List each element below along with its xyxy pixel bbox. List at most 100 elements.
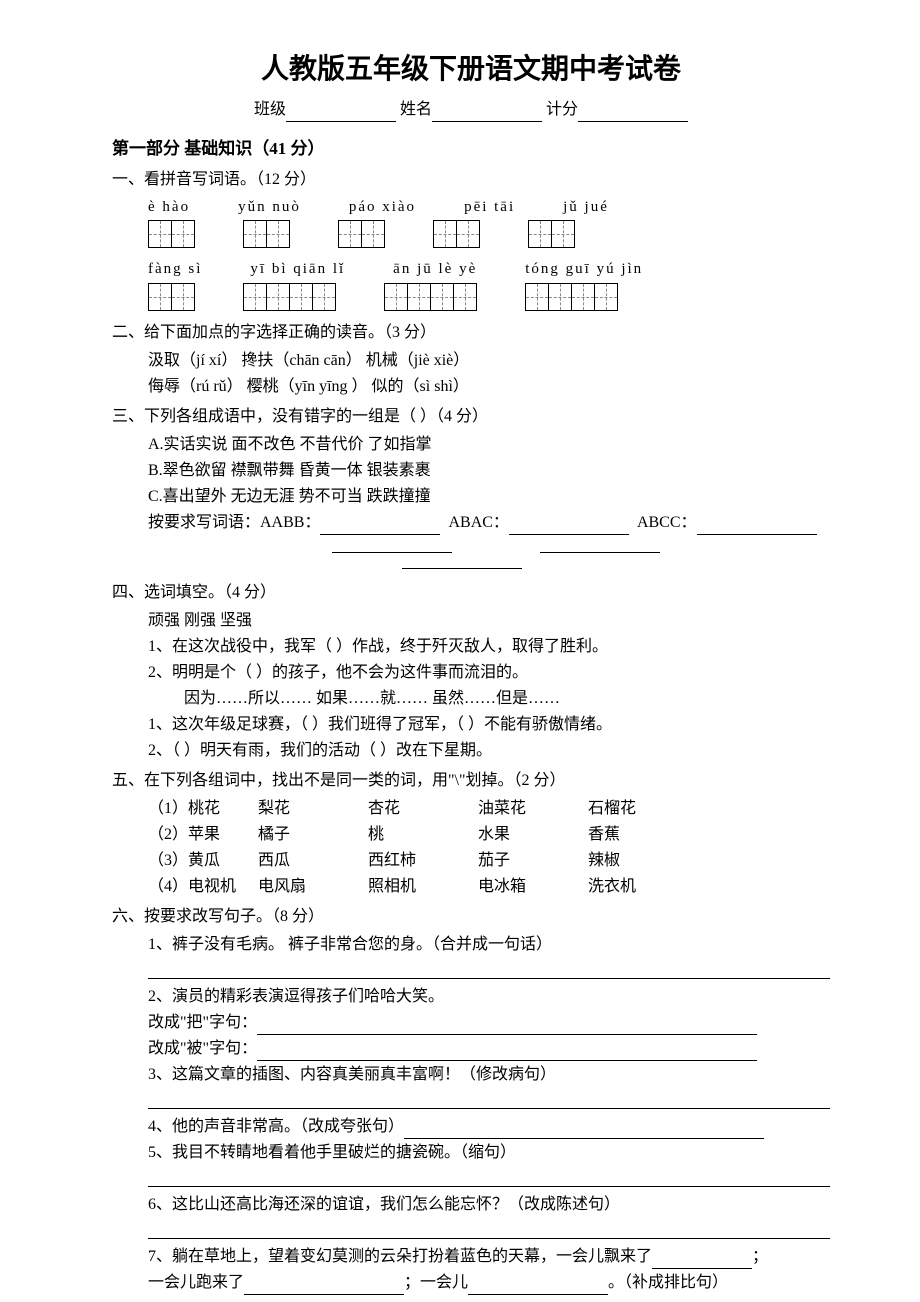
char-box[interactable] xyxy=(528,220,552,248)
char-box[interactable] xyxy=(171,283,195,311)
char-box[interactable] xyxy=(289,283,313,311)
char-box-group[interactable] xyxy=(243,220,290,248)
q2-line: 侮辱（rú rǔ） 樱桃（yīn yīng ） 似的（sì shì） xyxy=(148,375,830,399)
char-box[interactable] xyxy=(266,220,290,248)
char-box[interactable] xyxy=(148,283,172,311)
q5-cell: （3）黄瓜 xyxy=(148,849,258,873)
q5-cell: 油菜花 xyxy=(478,797,588,821)
answer-blank[interactable] xyxy=(257,1045,757,1061)
char-box[interactable] xyxy=(361,220,385,248)
char-box-group[interactable] xyxy=(433,220,480,248)
q4-line: 1、这次年级足球赛，（ ）我们班得了冠军，（ ）不能有骄傲情绪。 xyxy=(148,713,830,737)
char-box[interactable] xyxy=(453,283,477,311)
q5-row: （1）桃花梨花杏花油菜花石榴花 xyxy=(148,797,830,821)
answer-blank[interactable] xyxy=(468,1279,608,1295)
q5-row: （2）苹果橘子桃水果香蕉 xyxy=(148,823,830,847)
q1-pinyin-row1: è hào yǔn nuò páo xiào pēi tāi jǔ jué xyxy=(148,196,830,219)
char-box[interactable] xyxy=(171,220,195,248)
q3-heading: 三、下列各组成语中，没有错字的一组是（ ）（4 分） xyxy=(112,405,830,429)
pinyin: jǔ jué xyxy=(563,196,609,219)
q3-prompt: ABCC： xyxy=(637,514,697,531)
char-box-group[interactable] xyxy=(384,283,477,311)
q2-line: 汲取（jí xí） 搀扶（chān cān） 机械（jiè xiè） xyxy=(148,349,830,373)
q3-option: A.实话实说 面不改色 不昔代价 了如指掌 xyxy=(148,433,830,457)
name-label: 姓名 xyxy=(400,101,432,118)
q5-cell: 辣椒 xyxy=(588,849,698,873)
q6-text: ； xyxy=(752,1248,768,1265)
q4-heading: 四、选词填空。（4 分） xyxy=(112,581,830,605)
char-box-group[interactable] xyxy=(148,220,195,248)
answer-blank[interactable] xyxy=(332,537,452,553)
q5-cell: 西瓜 xyxy=(258,849,368,873)
answer-blank[interactable] xyxy=(320,519,440,535)
q6-line: 5、我目不转睛地看着他手里破烂的搪瓷碗。（缩句） xyxy=(148,1141,830,1165)
q5-cell: 杏花 xyxy=(368,797,478,821)
q1-boxes-row1 xyxy=(148,220,830,248)
answer-blank[interactable] xyxy=(244,1279,404,1295)
q5-cell: 香蕉 xyxy=(588,823,698,847)
q3-option: B.翠色欲留 襟飘带舞 昏黄一体 银装素裹 xyxy=(148,459,830,483)
answer-blank[interactable] xyxy=(652,1253,752,1269)
answer-line[interactable] xyxy=(148,961,830,979)
char-box[interactable] xyxy=(548,283,572,311)
char-box-group[interactable] xyxy=(528,220,575,248)
student-info-line: 班级 姓名 计分 xyxy=(112,98,830,122)
char-box[interactable] xyxy=(384,283,408,311)
q5-cell: 桃 xyxy=(368,823,478,847)
answer-blank[interactable] xyxy=(697,519,817,535)
q5-row: （3）黄瓜西瓜西红柿茄子辣椒 xyxy=(148,849,830,873)
char-box[interactable] xyxy=(456,220,480,248)
q3-prompt-line1: 按要求写词语：AABB： ABAC： ABCC： xyxy=(148,511,830,535)
char-box[interactable] xyxy=(571,283,595,311)
pinyin: è hào xyxy=(148,196,190,219)
class-blank[interactable] xyxy=(286,104,396,122)
pinyin: páo xiào xyxy=(349,196,416,219)
q6-line7: 7、躺在草地上，望着变幻莫测的云朵打扮着蓝色的天幕，一会儿飘来了； xyxy=(148,1245,830,1269)
char-box[interactable] xyxy=(148,220,172,248)
q4-conj: 因为……所以…… 如果……就…… 虽然……但是…… xyxy=(184,687,830,711)
answer-line[interactable] xyxy=(148,1169,830,1187)
score-blank[interactable] xyxy=(578,104,688,122)
page-title: 人教版五年级下册语文期中考试卷 xyxy=(112,48,830,90)
q4-words: 顽强 刚强 坚强 xyxy=(148,609,830,633)
q6-line: 2、演员的精彩表演逗得孩子们哈哈大笑。 xyxy=(148,985,830,1009)
char-box[interactable] xyxy=(594,283,618,311)
char-box[interactable] xyxy=(433,220,457,248)
q5-cell: 橘子 xyxy=(258,823,368,847)
char-box[interactable] xyxy=(266,283,290,311)
char-box[interactable] xyxy=(407,283,431,311)
q2-heading: 二、给下面加点的字选择正确的读音。（3 分） xyxy=(112,321,830,345)
score-label: 计分 xyxy=(546,101,578,118)
q4-line: 2、明明是个（ ）的孩子，他不会为这件事而流泪的。 xyxy=(148,661,830,685)
pinyin: yǔn nuò xyxy=(238,196,301,219)
answer-blank[interactable] xyxy=(404,1123,764,1139)
pinyin: yī bì qiān lǐ xyxy=(250,258,345,281)
char-box[interactable] xyxy=(430,283,454,311)
answer-line[interactable] xyxy=(148,1221,830,1239)
answer-line[interactable] xyxy=(148,1091,830,1109)
answer-blank[interactable] xyxy=(540,537,660,553)
char-box[interactable] xyxy=(243,220,267,248)
char-box-group[interactable] xyxy=(338,220,385,248)
q5-cell: 水果 xyxy=(478,823,588,847)
char-box[interactable] xyxy=(525,283,549,311)
char-box[interactable] xyxy=(312,283,336,311)
part1-heading: 第一部分 基础知识（41 分） xyxy=(112,136,830,162)
char-box[interactable] xyxy=(338,220,362,248)
answer-blank[interactable] xyxy=(257,1019,757,1035)
q5-cell: 茄子 xyxy=(478,849,588,873)
answer-blank[interactable] xyxy=(509,519,629,535)
answer-blank[interactable] xyxy=(402,553,522,569)
char-box[interactable] xyxy=(551,220,575,248)
q6-line: 6、这比山还高比海还深的谊谊，我们怎么能忘怀？（改成陈述句） xyxy=(148,1193,830,1217)
q6-text: 一会儿跑来了 xyxy=(148,1274,244,1291)
q6-bei-line: 改成"被"字句： xyxy=(148,1037,830,1061)
char-box-group[interactable] xyxy=(243,283,336,311)
q1-heading: 一、看拼音写词语。（12 分） xyxy=(112,168,830,192)
char-box-group[interactable] xyxy=(525,283,618,311)
char-box[interactable] xyxy=(243,283,267,311)
q5-cell: （2）苹果 xyxy=(148,823,258,847)
q3-prompt: ABAC： xyxy=(448,514,508,531)
name-blank[interactable] xyxy=(432,104,542,122)
char-box-group[interactable] xyxy=(148,283,195,311)
